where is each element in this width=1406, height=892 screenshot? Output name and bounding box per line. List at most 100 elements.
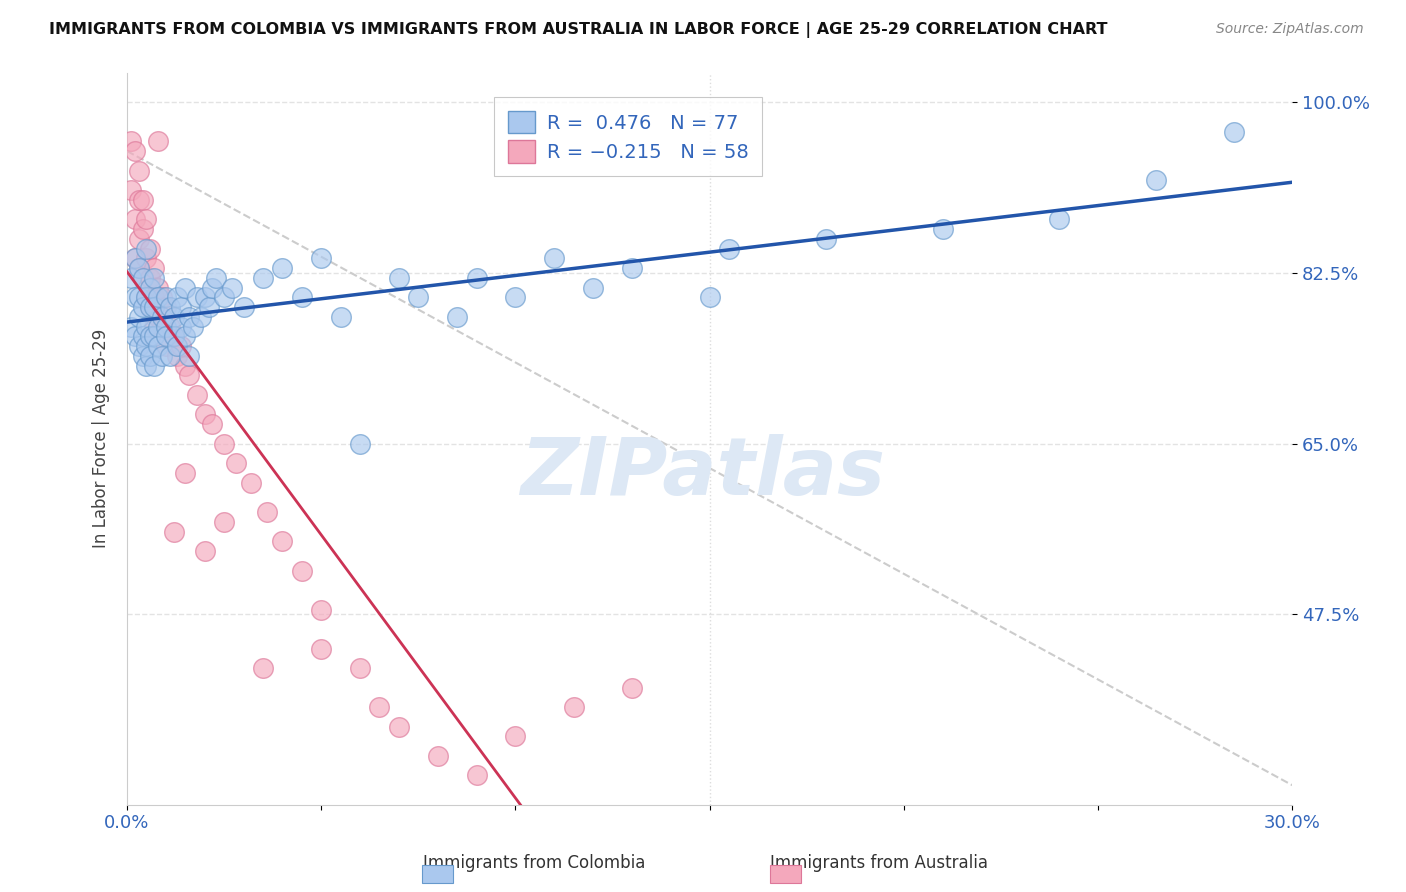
Point [131, 329, 153, 343]
Point [135, 290, 157, 304]
Point [388, 270, 411, 285]
Point [309, 252, 332, 266]
Point [131, 349, 153, 363]
Point [256, 505, 278, 519]
Point [143, 270, 166, 285]
Point [1223, 124, 1246, 138]
Point [135, 290, 157, 304]
Point [150, 319, 173, 334]
Point [128, 163, 150, 178]
Point [128, 261, 150, 276]
Point [159, 319, 181, 334]
Point [155, 319, 177, 334]
Point [174, 280, 197, 294]
Point [1047, 212, 1070, 227]
Point [143, 329, 166, 343]
Text: IMMIGRANTS FROM COLOMBIA VS IMMIGRANTS FROM AUSTRALIA IN LABOR FORCE | AGE 25-29: IMMIGRANTS FROM COLOMBIA VS IMMIGRANTS F… [49, 22, 1108, 38]
Point [699, 290, 721, 304]
Point [139, 300, 162, 314]
Point [329, 310, 352, 324]
Point [139, 300, 162, 314]
Point [194, 544, 217, 558]
Point [291, 564, 314, 578]
Point [139, 329, 162, 343]
Point [135, 242, 157, 256]
Point [465, 270, 488, 285]
Point [150, 290, 173, 304]
Y-axis label: In Labor Force | Age 25-29: In Labor Force | Age 25-29 [93, 329, 110, 549]
Point [562, 700, 585, 714]
Point [291, 290, 314, 304]
Point [174, 329, 197, 343]
Point [931, 222, 953, 236]
Text: Source: ZipAtlas.com: Source: ZipAtlas.com [1216, 22, 1364, 37]
Point [135, 252, 157, 266]
Point [620, 681, 643, 695]
Point [162, 329, 184, 343]
Point [139, 242, 162, 256]
Point [221, 280, 243, 294]
Text: Immigrants from Australia: Immigrants from Australia [769, 855, 988, 872]
Point [170, 319, 193, 334]
Point [252, 661, 274, 675]
Point [128, 310, 150, 324]
Point [543, 252, 565, 266]
Point [155, 290, 177, 304]
Legend: R =  0.476   N = 77, R = −0.215   N = 58: R = 0.476 N = 77, R = −0.215 N = 58 [494, 97, 762, 177]
Point [388, 720, 411, 734]
Point [155, 329, 177, 343]
Point [166, 290, 188, 304]
Point [197, 300, 219, 314]
Point [120, 319, 142, 334]
Point [212, 290, 235, 304]
Point [155, 300, 177, 314]
Point [124, 252, 146, 266]
Point [582, 280, 605, 294]
Point [128, 290, 150, 304]
Point [139, 349, 162, 363]
Point [128, 193, 150, 207]
Point [271, 261, 294, 276]
Point [131, 193, 153, 207]
Point [146, 134, 169, 148]
Point [1144, 173, 1167, 187]
Point [146, 339, 169, 353]
Point [128, 339, 150, 353]
Point [146, 280, 169, 294]
Point [718, 242, 741, 256]
Point [131, 270, 153, 285]
Point [815, 232, 838, 246]
Point [146, 310, 169, 324]
Point [120, 270, 142, 285]
Point [143, 300, 166, 314]
Point [159, 300, 181, 314]
Point [124, 329, 146, 343]
Point [170, 339, 193, 353]
Point [135, 359, 157, 373]
Point [349, 661, 371, 675]
Point [194, 290, 217, 304]
Point [179, 368, 201, 383]
Point [135, 339, 157, 353]
Point [139, 270, 162, 285]
Point [201, 280, 224, 294]
Point [205, 270, 228, 285]
Point [143, 319, 166, 334]
Point [139, 280, 162, 294]
Point [146, 319, 169, 334]
Point [128, 261, 150, 276]
Point [124, 290, 146, 304]
Point [232, 300, 254, 314]
Point [505, 290, 527, 304]
Point [162, 310, 184, 324]
Point [170, 300, 193, 314]
Point [174, 466, 197, 480]
Point [131, 300, 153, 314]
Point [131, 222, 153, 236]
Point [408, 290, 430, 304]
Point [135, 212, 157, 227]
Point [162, 329, 184, 343]
Point [150, 349, 173, 363]
Point [150, 310, 173, 324]
Point [159, 349, 181, 363]
